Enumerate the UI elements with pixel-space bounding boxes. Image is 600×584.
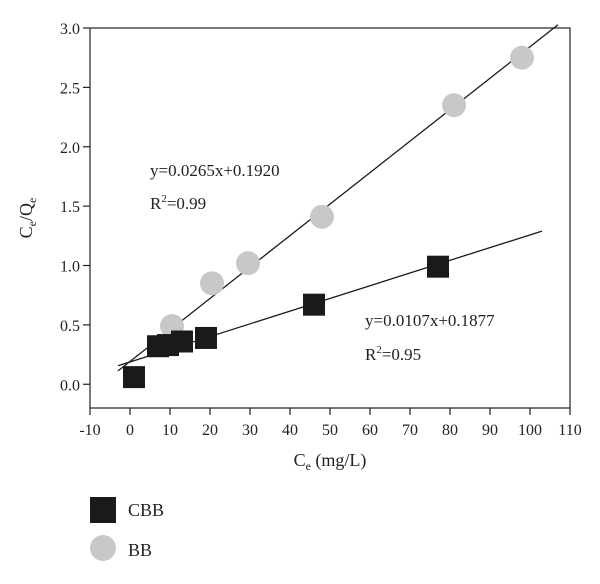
x-tick-label: 10 xyxy=(162,422,178,439)
bb-point xyxy=(310,204,334,229)
y-tick-label: 0.0 xyxy=(60,377,80,394)
x-tick-label: 20 xyxy=(202,422,218,439)
y-tick-label: 0.5 xyxy=(60,318,80,335)
series-bb xyxy=(160,45,534,339)
x-tick-label: 100 xyxy=(518,422,542,439)
x-tick-label: 50 xyxy=(322,422,338,439)
legend-bb-label: BB xyxy=(128,540,152,560)
x-axis: -10 0 10 20 30 40 50 60 70 80 90 100 110 xyxy=(79,408,582,439)
bb-r-squared: R2=0.99 xyxy=(150,193,206,213)
bb-point xyxy=(510,45,534,70)
x-axis-label: Ce (mg/L) xyxy=(294,450,367,473)
x-tick-label: 30 xyxy=(242,422,258,439)
x-tick-label: 110 xyxy=(558,422,581,439)
y-tick-label: 3.0 xyxy=(60,21,80,38)
cbb-point xyxy=(123,366,145,389)
cbb-point xyxy=(303,293,325,316)
x-tick-label: 70 xyxy=(402,422,418,439)
x-tick-label: 60 xyxy=(362,422,378,439)
series-cbb xyxy=(123,255,449,389)
y-tick-label: 2.0 xyxy=(60,140,80,157)
y-axis-label: Ce/Qe xyxy=(16,198,39,239)
x-tick-label: 40 xyxy=(282,422,298,439)
bb-point xyxy=(200,271,224,296)
bb-point xyxy=(442,93,466,118)
x-tick-label: 90 xyxy=(482,422,498,439)
legend: CBB BB xyxy=(90,497,164,561)
y-tick-label: 1.0 xyxy=(60,259,80,276)
y-tick-label: 2.5 xyxy=(60,80,80,97)
bb-point xyxy=(236,251,260,276)
x-tick-label: 0 xyxy=(126,422,134,439)
bb-equation: y=0.0265x+0.1920 xyxy=(150,161,280,180)
legend-cbb-label: CBB xyxy=(128,500,164,520)
cbb-point xyxy=(195,326,217,349)
y-tick-label: 1.5 xyxy=(60,199,80,216)
cbb-r-squared: R2=0.95 xyxy=(365,344,421,364)
cbb-point xyxy=(171,330,193,353)
fit-line-bb xyxy=(117,24,559,372)
legend-cbb-marker xyxy=(90,497,116,523)
y-axis: 0.0 0.5 1.0 1.5 2.0 2.5 3.0 xyxy=(60,21,90,394)
cbb-point xyxy=(427,255,449,278)
x-tick-label: 80 xyxy=(442,422,458,439)
legend-bb-marker xyxy=(90,535,116,561)
cbb-equation: y=0.0107x+0.1877 xyxy=(365,311,495,330)
x-tick-label: -10 xyxy=(79,422,100,439)
